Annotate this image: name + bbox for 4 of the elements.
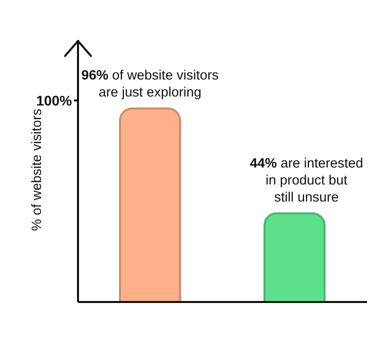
data-label: 96% of website visitors are just exploring	[81, 68, 219, 100]
data-label: 44% are interested in product but still unsure	[250, 155, 364, 204]
y-tick-label: 100%	[36, 92, 73, 108]
y-axis-title: % of website visitors	[28, 108, 44, 231]
